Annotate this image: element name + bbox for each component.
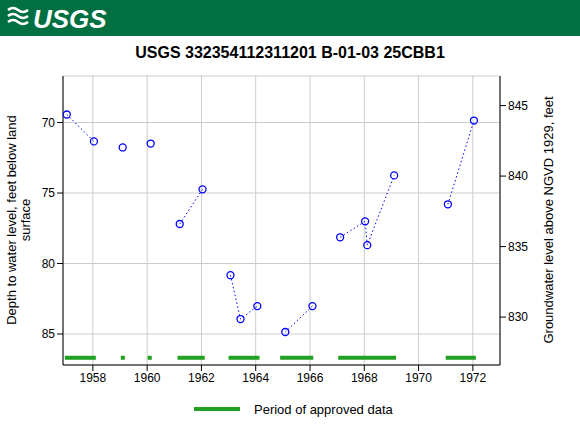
svg-text:USGS 332354112311201 B-01-03 2: USGS 332354112311201 B-01-03 25CBB1: [135, 44, 445, 61]
svg-text:1964: 1964: [242, 371, 269, 385]
svg-text:1972: 1972: [460, 371, 487, 385]
svg-text:830: 830: [508, 310, 528, 324]
svg-text:85: 85: [42, 327, 56, 341]
svg-text:Period of approved data: Period of approved data: [254, 402, 394, 417]
svg-text:Depth to water level, feet bel: Depth to water level, feet below land: [8, 115, 19, 325]
svg-text:75: 75: [42, 186, 56, 200]
svg-text:1968: 1968: [351, 371, 378, 385]
svg-text:70: 70: [42, 116, 56, 130]
svg-text:845: 845: [508, 99, 528, 113]
svg-text:surface: surface: [18, 199, 33, 242]
svg-text:1966: 1966: [297, 371, 324, 385]
svg-text:1958: 1958: [80, 371, 107, 385]
svg-text:1960: 1960: [134, 371, 161, 385]
svg-text:1962: 1962: [188, 371, 215, 385]
svg-text:Groundwater level above NGVD 1: Groundwater level above NGVD 1929, feet: [541, 96, 556, 344]
svg-text:840: 840: [508, 169, 528, 183]
svg-text:USGS: USGS: [33, 4, 107, 34]
svg-text:1970: 1970: [405, 371, 432, 385]
svg-text:80: 80: [42, 257, 56, 271]
svg-text:835: 835: [508, 240, 528, 254]
